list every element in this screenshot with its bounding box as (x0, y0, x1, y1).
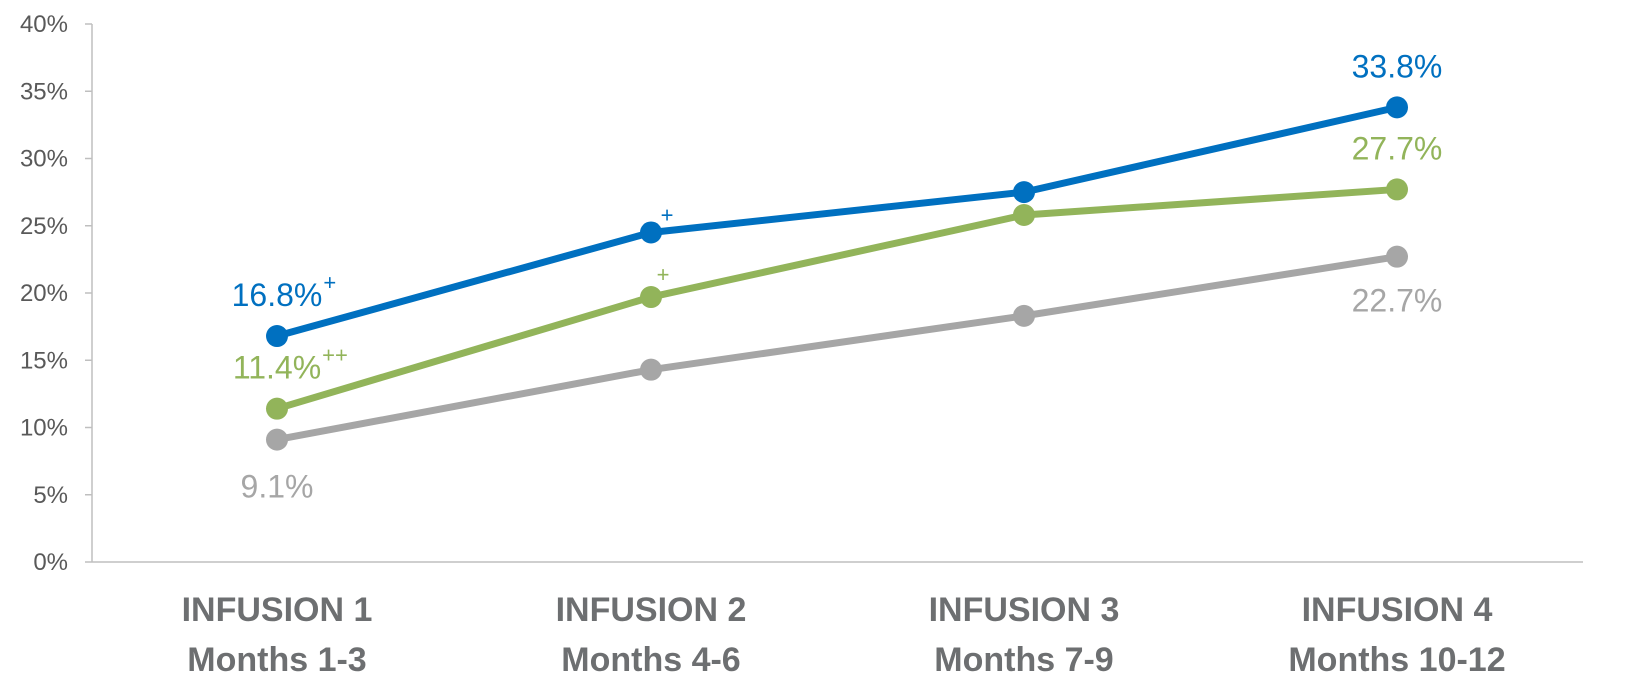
data-labels-layer: 16.8% ++33.8%11.4% +++27.7%9.1%22.7% (232, 48, 1443, 504)
y-tick-label: 30% (20, 146, 68, 173)
significance-marker: ++ (322, 343, 348, 368)
data-label: 9.1% (241, 469, 314, 505)
data-point (266, 428, 288, 451)
x-tick-label: INFUSION 4 (1302, 591, 1493, 629)
data-point (1386, 96, 1408, 119)
data-point (1013, 304, 1035, 327)
x-tick-sublabel: Months 1-3 (187, 641, 366, 679)
series-line (273, 103, 1401, 340)
data-point (1013, 181, 1035, 204)
series-2 (266, 245, 1408, 451)
data-label: 16.8% (232, 277, 323, 313)
data-point (266, 397, 288, 420)
data-point (640, 286, 662, 309)
data-point (1013, 203, 1035, 226)
y-tick-label: 20% (20, 280, 68, 307)
axes: 0% 5% 10% 15% 20% 25% 30% 35% 40% INFUSION 1 Month… (20, 11, 1583, 679)
significance-marker: + (323, 270, 336, 295)
series-0 (266, 96, 1408, 348)
x-tick-label: INFUSION 1 (182, 591, 373, 629)
data-point (640, 358, 662, 381)
data-point (1386, 245, 1408, 268)
y-tick-label: 5% (33, 482, 68, 509)
data-point (640, 221, 662, 244)
data-label: 33.8% (1352, 48, 1443, 84)
data-label: 27.7% (1352, 130, 1443, 166)
y-tick-label: 15% (20, 347, 68, 374)
data-point (266, 325, 288, 348)
series-line (273, 253, 1401, 444)
significance-marker: + (657, 262, 670, 287)
y-tick-label: 35% (20, 78, 68, 105)
series-1 (266, 178, 1408, 420)
y-tick-label: 40% (20, 11, 68, 38)
x-tick-label: INFUSION 3 (929, 591, 1120, 629)
data-point (1386, 178, 1408, 201)
x-tick-sublabel: Months 10-12 (1288, 641, 1505, 679)
series-layer (266, 96, 1408, 451)
y-tick-label: 25% (20, 213, 68, 240)
series-line (273, 185, 1401, 413)
x-tick-label: INFUSION 2 (556, 591, 747, 629)
data-label: 11.4% (233, 350, 321, 386)
x-tick-sublabel: Months 7-9 (934, 641, 1113, 679)
data-label: 22.7% (1352, 283, 1443, 319)
y-tick-label: 0% (33, 549, 68, 576)
y-tick-label: 10% (20, 415, 68, 442)
significance-marker: + (661, 202, 674, 227)
x-tick-sublabel: Months 4-6 (561, 641, 740, 679)
